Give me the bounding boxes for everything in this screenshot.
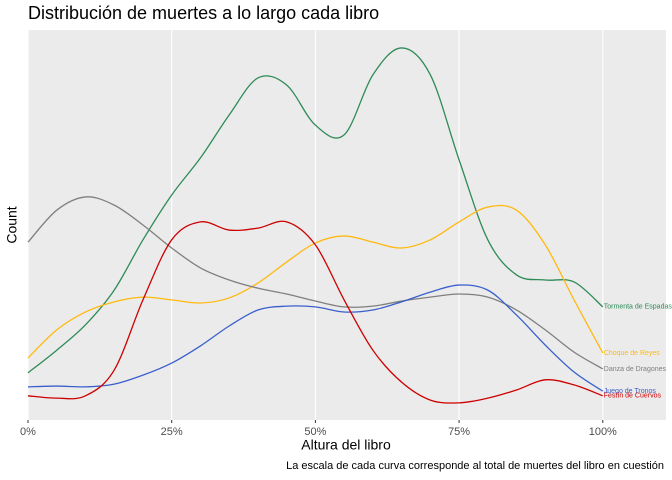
panel — [28, 30, 666, 420]
x-tick-label: 100% — [589, 426, 617, 438]
series-line — [27, 204, 604, 359]
x-tick-label: 25% — [161, 426, 183, 438]
series-line — [27, 284, 604, 392]
series-label: Juego de Tronos — [604, 388, 657, 395]
series-label: Tormenta de Espadas — [604, 304, 672, 311]
x-axis-label: Altura del libro — [301, 437, 391, 453]
series-label: Danza de Dragones — [604, 366, 667, 373]
x-tick-label: 75% — [448, 426, 470, 438]
series-label: Festín de Cuervos — [604, 393, 662, 400]
x-tick-label: 0% — [20, 426, 36, 438]
y-axis-label: Count — [4, 206, 20, 243]
series-line — [27, 220, 604, 404]
series-label: Choque de Reyes — [604, 350, 661, 357]
series-line — [27, 196, 604, 370]
series-line — [27, 47, 604, 374]
chart-title: Distribución de muertes a lo largo cada … — [28, 3, 379, 23]
caption: La escala de cada curva corresponde al t… — [286, 460, 664, 472]
x-tick-label: 50% — [304, 426, 326, 438]
